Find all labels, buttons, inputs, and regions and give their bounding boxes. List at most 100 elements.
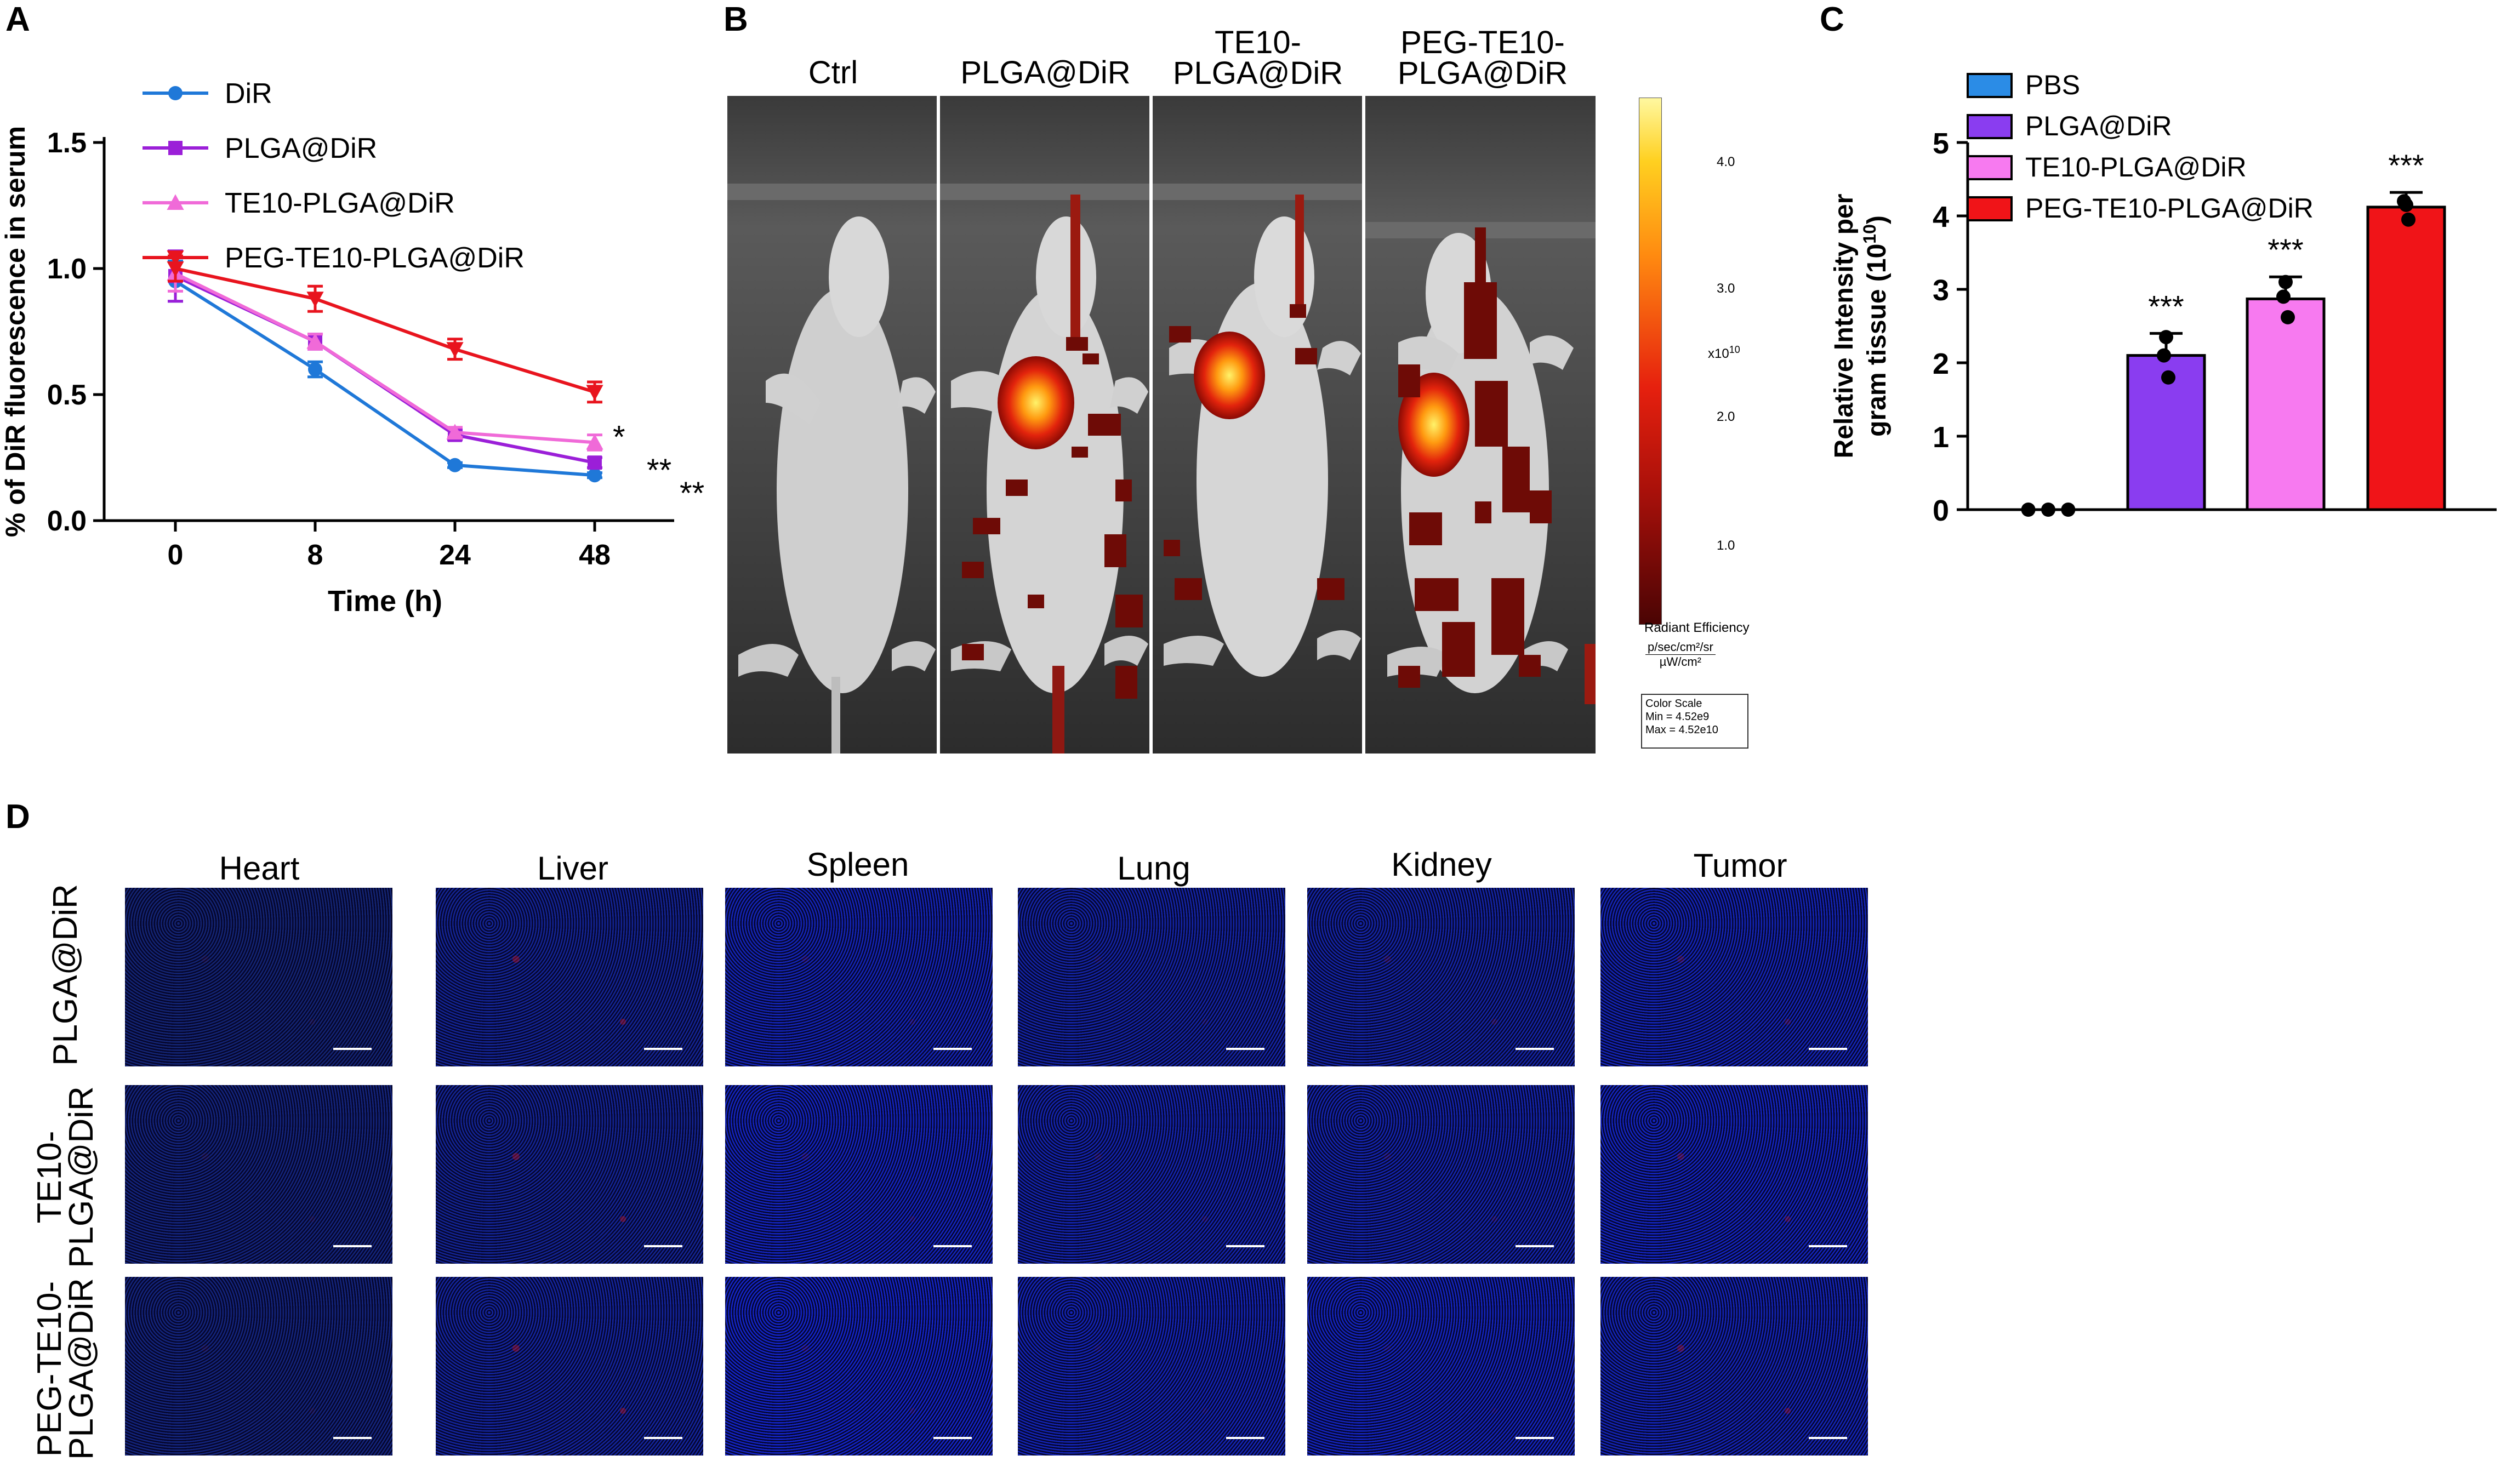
y-tick-label: 0 <box>1933 494 1949 527</box>
tissue-fluorescence-image <box>725 1277 993 1456</box>
data-point <box>2157 348 2171 363</box>
ivis-mouse-images <box>727 96 1596 754</box>
legend-swatch <box>1967 114 2013 139</box>
tissue-fluorescence-image <box>1018 1085 1285 1264</box>
scale-bar <box>333 1245 372 1247</box>
significance-label: * <box>613 419 625 455</box>
legend-marker <box>167 194 184 210</box>
mouse-column-title-te10: TE10- PLGA@DiR <box>1172 25 1343 91</box>
tissue-column-title-tumor: Tumor <box>1693 847 1787 884</box>
radiant-efficiency-colorbar <box>1639 98 1662 625</box>
legend-marker <box>167 250 184 266</box>
data-point <box>586 433 603 450</box>
mouse-image-te10 <box>1153 96 1362 754</box>
legend-swatch <box>1967 155 2013 180</box>
data-point <box>2161 370 2175 385</box>
colorbar-units: p/sec/cm²/sr µW/cm² <box>1645 640 1716 669</box>
panel-label-c: C <box>1820 1 1844 38</box>
legend-label: PEG-TE10-PLGA@DiR <box>225 242 525 274</box>
tissue-column-title-lung: Lung <box>1117 850 1190 887</box>
tissue-fluorescence-image <box>1307 1085 1575 1264</box>
data-point <box>167 261 184 277</box>
tissue-fluorescence-image <box>125 888 392 1066</box>
data-point <box>446 424 464 440</box>
tissue-fluorescence-image <box>1307 1277 1575 1456</box>
tissue-fluorescence-image <box>125 1085 392 1264</box>
scale-bar <box>1226 1437 1264 1439</box>
data-point <box>308 362 322 376</box>
y-tick-label: 5 <box>1933 127 1949 160</box>
y-tick-label: 0.5 <box>47 379 87 411</box>
scale-bar <box>644 1437 682 1439</box>
tissue-column-title-spleen: Spleen <box>806 846 909 883</box>
legend-marker <box>168 141 183 155</box>
colorbar-exponent: x1010 <box>1708 344 1740 361</box>
scale-bar <box>1516 1437 1554 1439</box>
tissue-fluorescence-image <box>1600 1277 1868 1456</box>
scale-bar <box>933 1245 972 1247</box>
significance-label: *** <box>2148 289 2184 323</box>
y-tick-label: 1.0 <box>47 253 87 285</box>
legend-label: DiR <box>225 78 272 110</box>
data-point <box>588 455 602 470</box>
tissue-column-title-kidney: Kidney <box>1391 846 1492 883</box>
scale-bar <box>1809 1437 1847 1439</box>
x-tick-label: 0 <box>168 539 184 571</box>
tissue-fluorescence-image <box>436 1085 703 1264</box>
mouse-image-plga <box>940 96 1149 754</box>
legend-label: TE10-PLGA@DiR <box>2025 152 2247 182</box>
scale-bar <box>1516 1048 1554 1050</box>
y-tick-label: 1 <box>1933 421 1949 454</box>
mouse-image-peg <box>1365 96 1596 754</box>
y-tick-label: 4 <box>1933 201 1949 233</box>
data-point <box>586 385 603 401</box>
colorbar-tick-1: 1.0 <box>1717 538 1735 553</box>
scale-bar <box>644 1245 682 1247</box>
significance-label: *** <box>2268 232 2303 267</box>
mouse-image-ctrl <box>727 96 937 754</box>
tissue-column-title-heart: Heart <box>219 850 300 887</box>
data-point <box>446 342 464 358</box>
tissue-fluorescence-image <box>1600 1085 1868 1264</box>
tissue-row-label-plga: PLGA@DiR <box>47 884 84 1066</box>
legend-swatch <box>1967 73 2013 98</box>
data-point <box>2401 212 2415 227</box>
scale-bar <box>333 1048 372 1050</box>
legend-label: TE10-PLGA@DiR <box>225 187 455 219</box>
scale-bar <box>1226 1245 1264 1247</box>
data-point <box>2061 503 2076 517</box>
panel-label-b: B <box>723 1 748 38</box>
data-point <box>306 333 324 349</box>
tissue-fluorescence-image <box>436 888 703 1066</box>
significance-label: *** <box>2388 148 2424 182</box>
bar <box>2366 206 2446 511</box>
colorbar-tick-2: 2.0 <box>1717 409 1735 424</box>
series-line <box>175 267 595 394</box>
scale-bar <box>1809 1048 1847 1050</box>
y-tick-label: 3 <box>1933 274 1949 307</box>
data-point <box>306 292 324 307</box>
x-axis-label: Time (h) <box>328 585 442 618</box>
tissue-fluorescence-image <box>725 888 993 1066</box>
scale-bar <box>644 1048 682 1050</box>
y-axis-label-line2: gram tissue (1010) <box>1860 215 1892 437</box>
x-tick-label: 8 <box>307 539 323 571</box>
significance-label: ** <box>647 453 671 488</box>
tissue-fluorescence-image <box>125 1277 392 1456</box>
mouse-column-title-ctrl: Ctrl <box>808 55 858 90</box>
significance-label: ** <box>680 476 704 511</box>
series-line <box>174 279 595 477</box>
panel-label-a: A <box>5 1 30 38</box>
tissue-fluorescence-image <box>1307 888 1575 1066</box>
scale-bar <box>933 1437 972 1439</box>
tissue-row-label-peg: PEG-TE10- PLGA@DiR <box>31 1278 100 1460</box>
panel-label-d: D <box>5 798 30 836</box>
legend-label: PLGA@DiR <box>2025 111 2172 141</box>
y-axis-label: % of DiR fluorescence in serum <box>0 126 31 537</box>
bar-chart-tissue-intensity: 0 1 2 3 4 5 Relative Intensity per gram tissue … <box>1830 70 2497 527</box>
legend-swatch <box>1967 196 2013 221</box>
legend-label: PLGA@DiR <box>225 133 377 164</box>
tissue-fluorescence-image <box>436 1277 703 1456</box>
data-point <box>2276 289 2291 304</box>
scale-bar <box>1226 1048 1264 1050</box>
